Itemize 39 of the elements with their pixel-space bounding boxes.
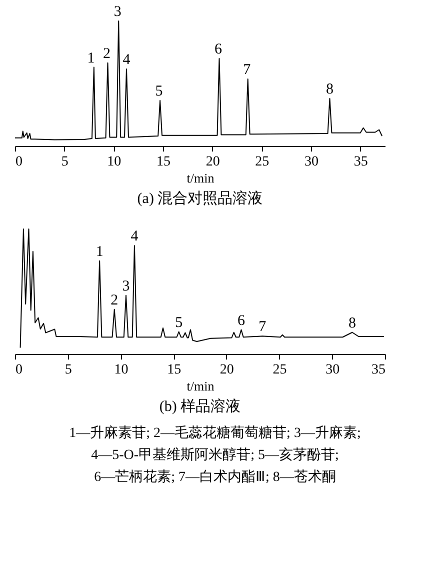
annotation: 6: [214, 42, 223, 58]
annotation: 4: [122, 52, 131, 68]
annotation: 1: [96, 244, 104, 260]
annotation: 2: [110, 292, 118, 308]
annotation: 8: [326, 82, 334, 98]
x-tick-label: 10: [114, 362, 128, 378]
x-tick-label: 30: [304, 154, 318, 170]
annotation: 7: [258, 319, 267, 336]
annotation: 5: [175, 314, 183, 331]
x-axis-title: t/min: [186, 170, 215, 186]
x-tick-label: 35: [354, 154, 368, 170]
x-tick-label: 35: [372, 362, 386, 378]
x-tick-label: 5: [61, 154, 68, 170]
annotation: 5: [155, 84, 163, 100]
annotation: 4: [130, 228, 139, 245]
x-tick-label: 20: [220, 362, 234, 378]
annotation: 7: [243, 62, 252, 78]
x-axis-title: t/min: [186, 378, 215, 394]
annotation: 1: [87, 50, 95, 66]
x-tick-label: 25: [272, 362, 287, 378]
text: 6—芒柄花素; 7—白术内酯Ⅲ; 8—苍术酮: [94, 469, 336, 485]
text: (b) 样品溶液: [159, 398, 241, 415]
annotation: 6: [237, 312, 246, 329]
annotation: 3: [114, 4, 122, 20]
x-tick-label: 15: [167, 362, 182, 378]
text: (a) 混合对照品溶液: [137, 190, 263, 207]
x-tick-label: 5: [64, 362, 72, 378]
x-tick-label: 0: [16, 154, 22, 170]
x-tick-label: 0: [16, 362, 22, 378]
x-tick-label: 10: [107, 154, 122, 170]
annotation: 8: [348, 315, 356, 332]
x-tick-label: 15: [156, 154, 170, 170]
annotation: 3: [122, 278, 130, 294]
text: 1—升麻素苷; 2—毛蕊花糖葡萄糖苷; 3—升麻素;: [69, 425, 361, 441]
text: 4—5-O-甲基维斯阿米醇苷; 5—亥茅酚苷;: [91, 447, 339, 463]
x-tick-label: 25: [255, 154, 270, 170]
x-tick-label: 20: [206, 154, 220, 170]
annotation: 2: [103, 46, 111, 62]
x-tick-label: 30: [326, 362, 340, 378]
